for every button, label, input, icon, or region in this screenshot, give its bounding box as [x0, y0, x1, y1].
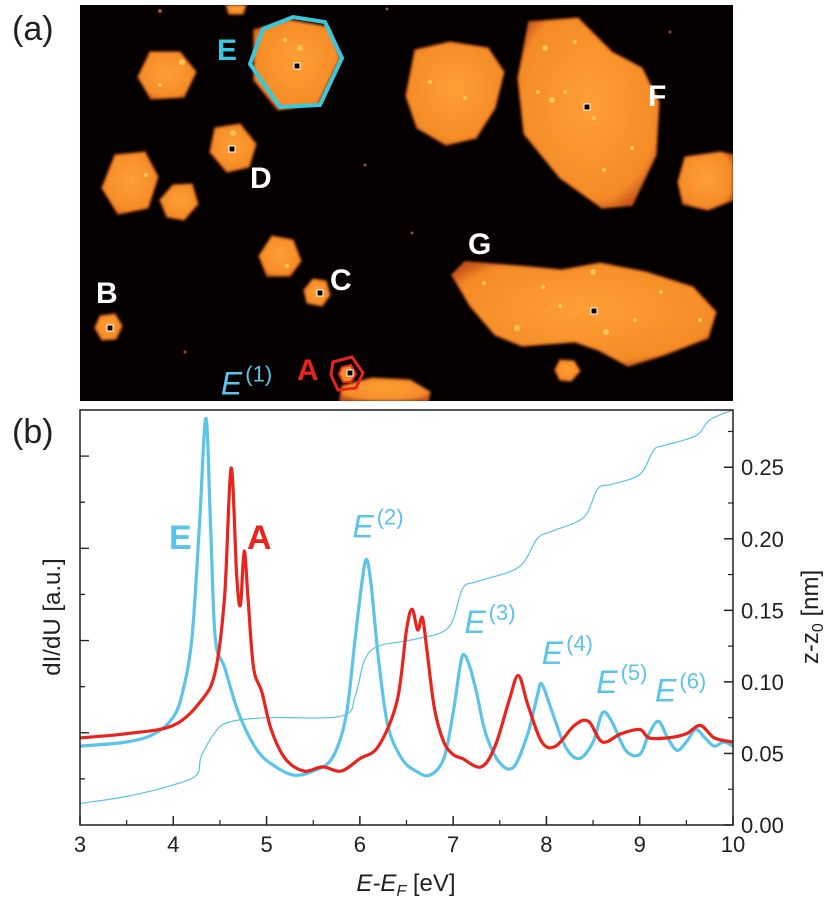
panel-b-tag: (b) [12, 413, 54, 451]
x-tick-label: 3 [74, 832, 86, 857]
series-line-a [80, 466, 733, 773]
x-axis-title-main: E-E [356, 870, 397, 897]
curve-label-e: E [169, 519, 192, 557]
peak-label: E (5) [596, 660, 647, 700]
x-axis-title: E-EF [eV] [356, 870, 455, 900]
y2-axis-title: z-z0 [nm] [797, 570, 827, 664]
x-tick-label: 10 [721, 832, 745, 857]
annotations-layer: E (1)E (2)E (3)E (4)E (5) E (6) [221, 361, 706, 708]
peak-label-base: E [464, 604, 486, 640]
y2-axis-title-unit: [nm] [797, 570, 824, 623]
stm-label-b: B [96, 277, 118, 310]
stm-island [159, 183, 199, 221]
stm-island [517, 17, 660, 209]
x-tick-label: 8 [540, 832, 552, 857]
island-e-outline [247, 14, 345, 110]
stm-island [405, 41, 505, 146]
stm-island [451, 261, 717, 367]
x-tick-label: 9 [634, 832, 646, 857]
measurement-marker-a [346, 369, 354, 377]
stm-label-c: C [330, 264, 352, 297]
y2-tick-label: 0.00 [741, 813, 784, 838]
x-tick-label: 5 [260, 832, 272, 857]
x-tick-label: 7 [447, 832, 459, 857]
measurement-marker-d [228, 145, 236, 153]
y2-tick-label: 0.25 [741, 455, 784, 480]
peak-label-base: E [352, 508, 374, 544]
y2-tick-label: 0.10 [741, 670, 784, 695]
island-a-outline-outer [329, 355, 365, 392]
measurement-marker-c [316, 289, 324, 297]
x-axis-title-sub: F [396, 883, 407, 900]
peak-label: E (6) [655, 668, 706, 708]
x-axis-title-unit: [eV] [406, 870, 455, 897]
stm-image [80, 5, 733, 401]
y2-tick-label: 0.15 [741, 598, 784, 623]
peak-label: E (1) [221, 361, 272, 401]
measurement-marker-g [590, 307, 598, 315]
plot-area: 3 4 5 6 7 8 9 100.000.050.100.150.200.25 E (1)E(… [74, 361, 784, 857]
stm-island [554, 359, 581, 382]
series-line-e [80, 416, 733, 778]
peak-label: E (3) [464, 600, 515, 640]
peak-label: E (2) [352, 504, 403, 544]
peak-label-superscript: (4) [566, 631, 593, 656]
y-axis-title: dI/dU [a.u.] [39, 558, 66, 675]
stm-island [101, 151, 159, 215]
ticks-layer: 3 4 5 6 7 8 9 100.00 0.05 0.10 0.15 0.20 0.25 [74, 430, 784, 857]
y2-axis-title-sub: 0 [810, 623, 827, 632]
y2-tick-label: 0.20 [741, 527, 784, 552]
stm-label-a: A [297, 354, 319, 387]
peak-label-superscript: (5) [621, 660, 648, 685]
peak-label-base: E [655, 672, 677, 708]
y2-tick-label: 0.05 [741, 741, 784, 766]
y2-axis-title-main: z-z [797, 632, 824, 664]
measurement-marker-b [106, 324, 114, 332]
panel-a-tag: (a) [12, 10, 54, 48]
stm-island [225, 5, 247, 15]
peak-label-superscript: (3) [489, 600, 516, 625]
stm-label-d: D [250, 162, 272, 195]
stm-island [258, 235, 302, 277]
stm-island [677, 151, 733, 211]
stm-label-f: F [648, 80, 666, 113]
stm-label-g: G [468, 228, 491, 261]
stm-island [339, 377, 431, 401]
peak-label-superscript: (1) [245, 361, 272, 386]
measurement-marker-f [583, 103, 591, 111]
curves-layer [80, 410, 733, 805]
peak-label-base: E [596, 664, 618, 700]
peak-label-base: E [542, 635, 564, 671]
x-tick-label: 4 [167, 832, 179, 857]
peak-label: E (4) [542, 631, 593, 671]
measurement-marker-e [293, 62, 301, 70]
x-tick-label: 6 [354, 832, 366, 857]
peak-label-superscript: (6) [679, 668, 706, 693]
curve-label-a: A [247, 519, 272, 557]
peak-label-base: E [221, 365, 243, 401]
series-line-z-z0 [80, 410, 733, 805]
stm-label-e: E [217, 34, 237, 67]
peak-label-superscript: (2) [377, 504, 404, 529]
